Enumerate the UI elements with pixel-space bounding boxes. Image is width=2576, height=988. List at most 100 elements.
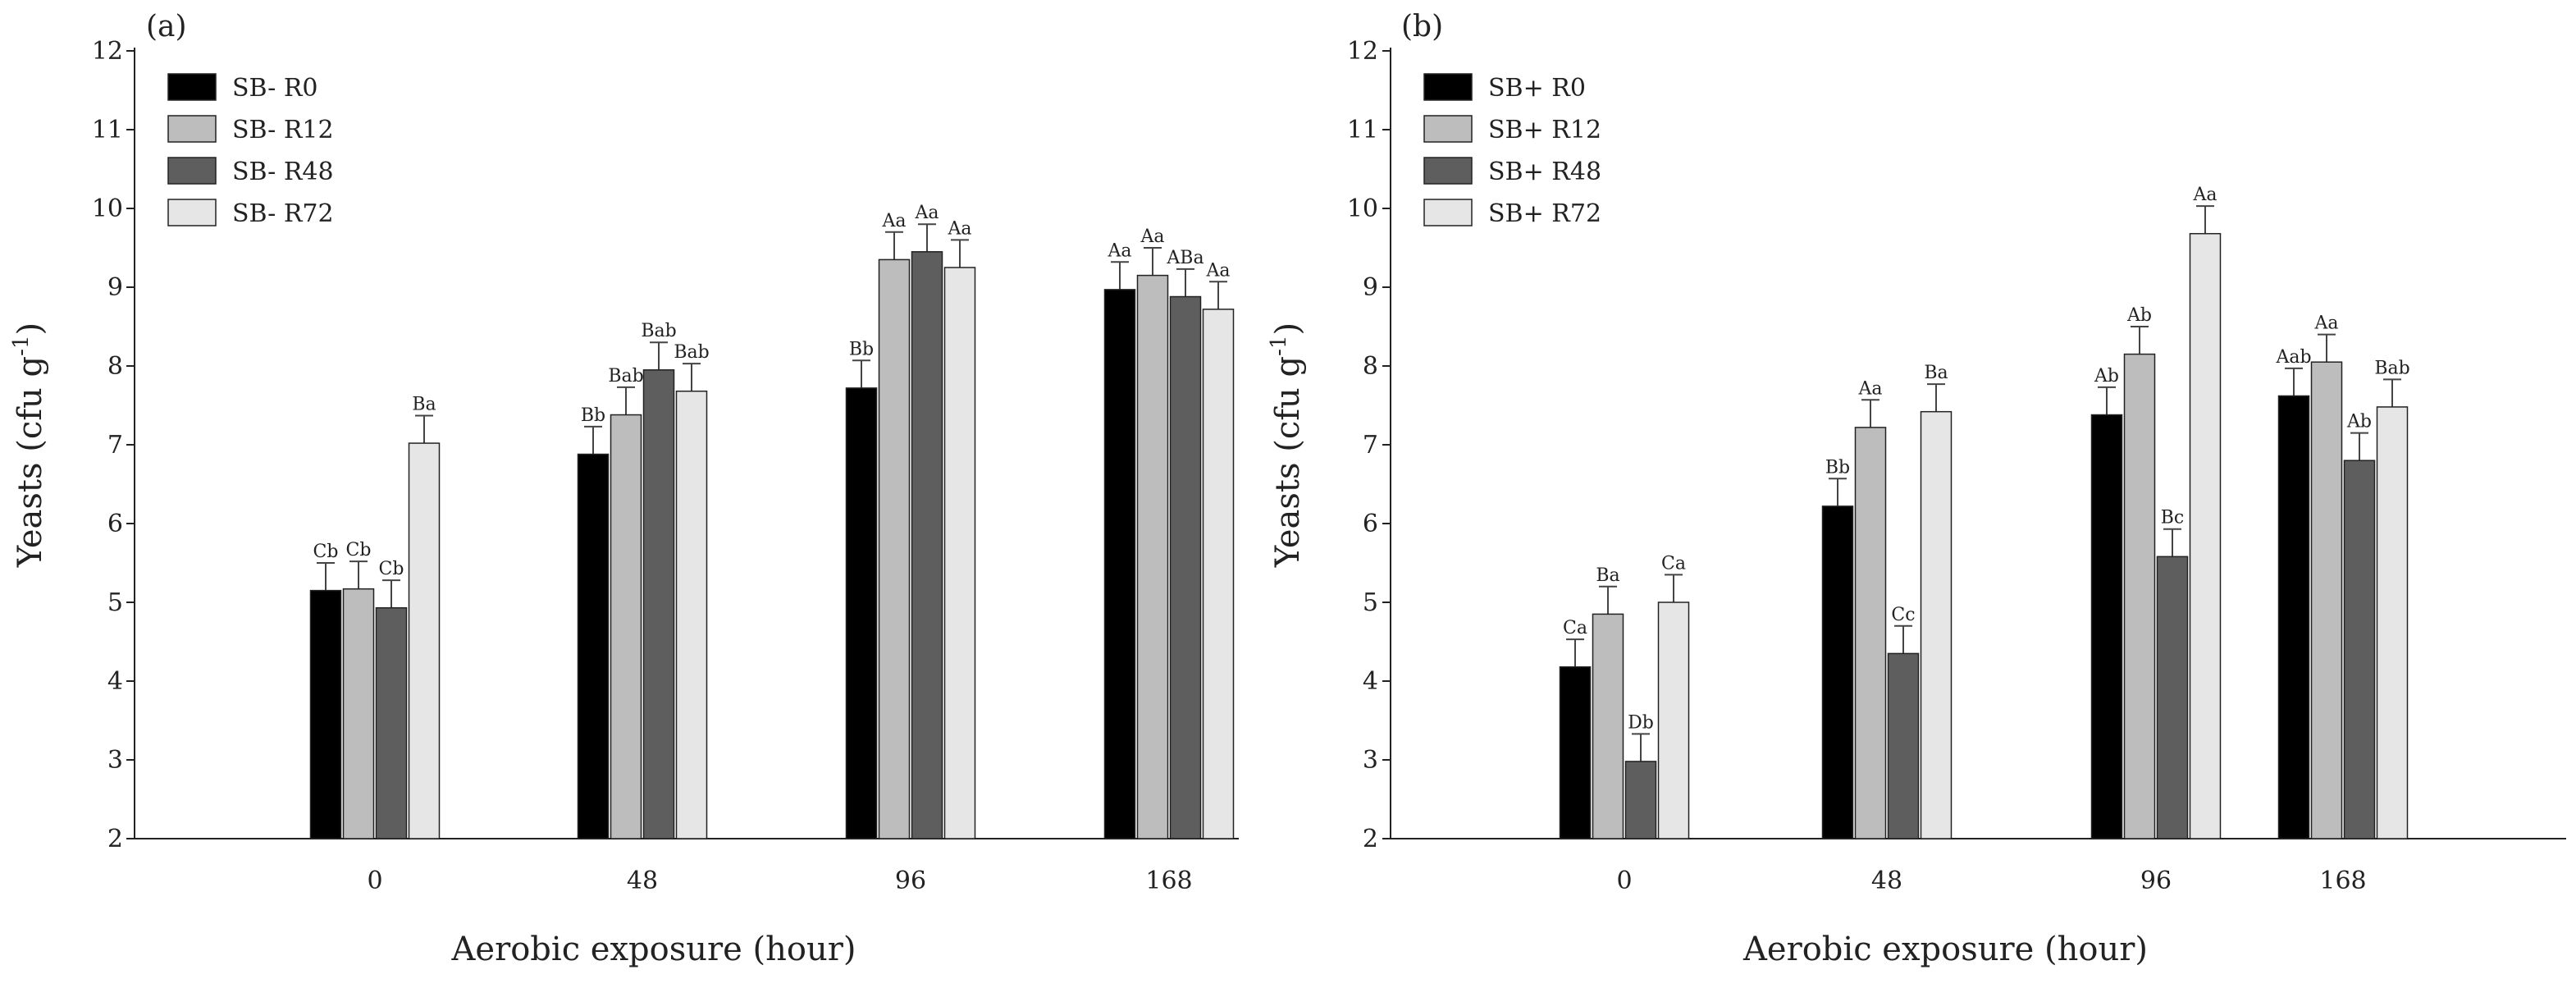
y-tick-label: 12 [92,37,123,66]
bar [2343,460,2376,839]
bar [309,589,342,839]
bar [1887,652,1920,839]
bar-significance-label: Bab [641,321,676,341]
x-tick-label: 0 [1616,867,1632,895]
legend-label: SB- R12 [232,116,334,144]
bar-significance-label: Ba [1924,363,1948,383]
y-tick-label: 7 [107,431,123,460]
y-tick-label: 10 [92,194,123,223]
legend: SB- R0 SB- R12 SB- R48 SB- R72 [167,73,334,228]
bar [2090,414,2123,839]
bar-significance-label: Ab [2126,305,2152,326]
y-tick-label: 8 [1363,352,1378,381]
y-tick-label: 2 [107,825,123,853]
bar-significance-label: Aa [1140,226,1164,247]
bar [2277,395,2310,839]
bar-significance-label: Cb [313,542,339,562]
y-tick-label: 8 [107,352,123,381]
bar [1624,761,1657,839]
x-tick-label: 48 [1871,867,1902,895]
y-tick-label: 9 [107,273,123,302]
y-axis-title: Yeasts (cfu g-1) [9,322,49,568]
bar-significance-label: Aa [881,211,906,231]
x-axis-title: Aerobic exposure (hour) [1742,931,2148,968]
bar-significance-label: Cb [379,559,404,579]
legend-swatch [1423,157,1473,185]
bar [943,267,976,839]
legend-swatch [1423,73,1473,101]
bar [2123,353,2156,839]
y-tick-label: 11 [92,116,123,144]
x-tick-label: 48 [627,867,658,895]
legend-swatch [1423,115,1473,143]
legend-label: SB+ R0 [1488,74,1586,103]
bar-significance-label: Ca [1563,618,1587,638]
panel-label: (b) [1401,10,1443,43]
bar-significance-label: Ab [2346,412,2372,432]
bar-significance-label: Ab [2094,366,2119,387]
panel-label: (a) [146,10,187,43]
x-tick-label: 96 [2140,867,2172,895]
bar [2189,232,2222,839]
bar [878,258,911,839]
bar [342,588,375,839]
x-tick-label: 168 [2319,867,2366,895]
y-tick-label: 12 [1347,37,1378,66]
bar-significance-label: Bb [849,339,874,359]
bar-significance-label: Bab [2374,358,2409,378]
legend-label: SB- R72 [232,199,334,228]
y-tick-label: 3 [107,746,123,775]
bar-significance-label: Aab [2275,347,2311,368]
y-axis-title: Yeasts (cfu g-1) [1267,322,1307,568]
bar-significance-label: Aa [2313,313,2338,334]
bar-significance-label: Aa [1857,378,1882,399]
bar-significance-label: Aa [2192,185,2217,205]
x-tick-label: 96 [895,867,926,895]
y-tick-label: 5 [1363,588,1378,617]
bar [610,414,642,839]
legend-swatch [1423,199,1473,226]
bar [1821,505,1854,839]
bar-significance-label: Bc [2161,508,2185,528]
bar-significance-label: ABa [1166,248,1204,268]
x-tick-label: 168 [1145,867,1192,895]
bar [1559,666,1592,839]
bar-significance-label: Bab [608,366,643,387]
y-tick-label: 3 [1363,746,1378,775]
bar [1136,274,1169,839]
bar [1920,410,1953,839]
bar [911,251,943,839]
legend-label: SB+ R72 [1488,199,1601,228]
y-tick-label: 9 [1363,273,1378,302]
bar [1854,427,1887,839]
bar [1103,289,1136,839]
bar-significance-label: Bb [1825,457,1850,478]
bar [2310,361,2343,839]
bar-significance-label: Ba [412,394,436,414]
y-tick-label: 5 [107,588,123,617]
legend-swatch [167,157,217,185]
bar-significance-label: Bab [674,342,709,363]
bar [408,442,441,839]
legend-label: SB+ R48 [1488,158,1601,186]
y-tick-label: 4 [1363,667,1378,696]
bar-significance-label: Ca [1661,553,1686,574]
bar-significance-label: Cb [346,540,372,560]
bar [1202,309,1235,839]
chart-panel-b: 2 3 4 5 6 7 8 9 10 11 12 (b) Yeasts (cfu g-1) Aerobic… [1267,10,2566,968]
bar-significance-label: Aa [1107,240,1131,261]
bar-significance-label: Cc [1891,605,1915,625]
bar [675,390,708,839]
bar-significance-label: Ba [1596,565,1619,586]
bar [375,606,408,839]
legend-label: SB+ R12 [1488,116,1601,144]
chart-panel-a: 2 3 4 5 6 7 8 9 10 11 12 (a) Yeasts (cfu g-1) Aerobic… [9,10,1239,968]
bar-significance-label: Aa [1205,260,1230,281]
legend-swatch [167,115,217,143]
y-tick-label: 7 [1363,431,1378,460]
bar [642,369,675,839]
bar-significance-label: Bb [581,405,605,426]
x-tick-label: 0 [367,867,382,895]
y-tick-label: 10 [1347,194,1378,223]
legend-label: SB- R48 [232,158,334,186]
